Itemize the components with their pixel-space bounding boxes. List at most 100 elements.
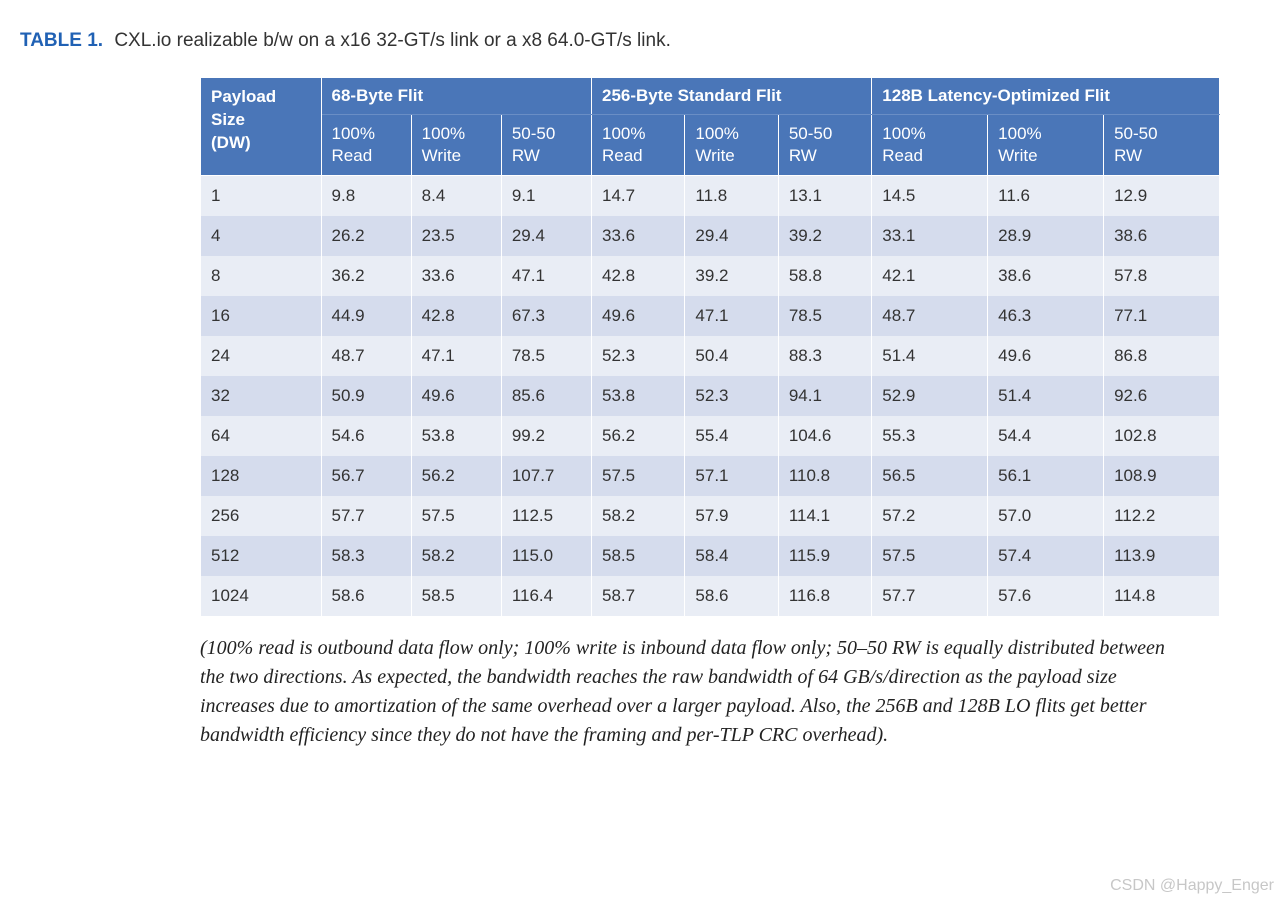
table-row: 102458.658.5116.458.758.6116.857.757.611…: [201, 576, 1220, 616]
col-payload-header: Payload Size (DW): [201, 78, 322, 176]
cell-value: 57.1: [685, 456, 778, 496]
cell-value: 29.4: [501, 216, 591, 256]
cell-value: 53.8: [411, 416, 501, 456]
table-row: 25657.757.5112.558.257.9114.157.257.0112…: [201, 496, 1220, 536]
cell-value: 58.4: [685, 536, 778, 576]
cell-value: 39.2: [685, 256, 778, 296]
cell-value: 42.1: [872, 256, 988, 296]
cell-value: 51.4: [872, 336, 988, 376]
cell-value: 57.9: [685, 496, 778, 536]
cell-value: 42.8: [591, 256, 684, 296]
sub-header: 100%Write: [988, 115, 1104, 176]
cell-value: 55.3: [872, 416, 988, 456]
cell-payload: 16: [201, 296, 322, 336]
cell-value: 115.9: [778, 536, 871, 576]
table-row: 12856.756.2107.757.557.1110.856.556.1108…: [201, 456, 1220, 496]
group-header-0: 68-Byte Flit: [321, 78, 591, 115]
cell-value: 56.2: [591, 416, 684, 456]
cell-value: 26.2: [321, 216, 411, 256]
cell-payload: 64: [201, 416, 322, 456]
cell-value: 57.7: [321, 496, 411, 536]
cell-value: 50.4: [685, 336, 778, 376]
cell-value: 49.6: [988, 336, 1104, 376]
cell-value: 108.9: [1104, 456, 1220, 496]
cell-value: 50.9: [321, 376, 411, 416]
cell-value: 58.3: [321, 536, 411, 576]
cell-value: 57.2: [872, 496, 988, 536]
cell-value: 88.3: [778, 336, 871, 376]
cell-value: 78.5: [501, 336, 591, 376]
sub-header: 50-50RW: [778, 115, 871, 176]
cell-payload: 128: [201, 456, 322, 496]
cell-value: 49.6: [411, 376, 501, 416]
cell-value: 77.1: [1104, 296, 1220, 336]
cell-value: 110.8: [778, 456, 871, 496]
cell-value: 29.4: [685, 216, 778, 256]
cell-value: 94.1: [778, 376, 871, 416]
cell-value: 12.9: [1104, 176, 1220, 217]
cell-value: 52.9: [872, 376, 988, 416]
group-header-2: 128B Latency-Optimized Flit: [872, 78, 1220, 115]
sub-header: 100%Read: [872, 115, 988, 176]
cell-value: 57.8: [1104, 256, 1220, 296]
table-row: 6454.653.899.256.255.4104.655.354.4102.8: [201, 416, 1220, 456]
cell-value: 54.6: [321, 416, 411, 456]
cell-value: 58.2: [591, 496, 684, 536]
cell-value: 28.9: [988, 216, 1104, 256]
table-row: 3250.949.685.653.852.394.152.951.492.6: [201, 376, 1220, 416]
cell-value: 58.6: [321, 576, 411, 616]
cell-value: 67.3: [501, 296, 591, 336]
table-header: Payload Size (DW) 68-Byte Flit 256-Byte …: [201, 78, 1220, 176]
table-row: 2448.747.178.552.350.488.351.449.686.8: [201, 336, 1220, 376]
table-title-text: CXL.io realizable b/w on a x16 32-GT/s l…: [114, 30, 671, 51]
cell-value: 11.8: [685, 176, 778, 217]
table-container: Payload Size (DW) 68-Byte Flit 256-Byte …: [200, 77, 1220, 750]
cell-value: 57.6: [988, 576, 1104, 616]
table-body: 19.88.49.114.711.813.114.511.612.9426.22…: [201, 176, 1220, 617]
cell-value: 9.1: [501, 176, 591, 217]
cell-value: 102.8: [1104, 416, 1220, 456]
cell-value: 42.8: [411, 296, 501, 336]
cell-value: 13.1: [778, 176, 871, 217]
cell-value: 11.6: [988, 176, 1104, 217]
cell-value: 85.6: [501, 376, 591, 416]
payload-h-line2: Size: [211, 110, 245, 129]
cell-value: 48.7: [321, 336, 411, 376]
cell-value: 47.1: [411, 336, 501, 376]
cell-value: 113.9: [1104, 536, 1220, 576]
cell-value: 52.3: [591, 336, 684, 376]
cell-value: 104.6: [778, 416, 871, 456]
cell-value: 23.5: [411, 216, 501, 256]
cell-value: 55.4: [685, 416, 778, 456]
cell-value: 99.2: [501, 416, 591, 456]
cell-value: 58.5: [411, 576, 501, 616]
cell-value: 114.8: [1104, 576, 1220, 616]
cell-value: 39.2: [778, 216, 871, 256]
cell-payload: 8: [201, 256, 322, 296]
bandwidth-table: Payload Size (DW) 68-Byte Flit 256-Byte …: [200, 77, 1220, 616]
sub-header: 100%Read: [591, 115, 684, 176]
cell-value: 51.4: [988, 376, 1104, 416]
cell-value: 53.8: [591, 376, 684, 416]
cell-value: 14.5: [872, 176, 988, 217]
cell-value: 92.6: [1104, 376, 1220, 416]
cell-value: 86.8: [1104, 336, 1220, 376]
cell-value: 116.4: [501, 576, 591, 616]
cell-value: 107.7: [501, 456, 591, 496]
cell-value: 115.0: [501, 536, 591, 576]
group-header-1: 256-Byte Standard Flit: [591, 78, 871, 115]
sub-header: 50-50RW: [501, 115, 591, 176]
cell-value: 33.6: [411, 256, 501, 296]
table-row: 1644.942.867.349.647.178.548.746.377.1: [201, 296, 1220, 336]
cell-value: 58.7: [591, 576, 684, 616]
cell-value: 56.2: [411, 456, 501, 496]
watermark-text: CSDN @Happy_Enger: [1110, 877, 1274, 895]
cell-value: 58.5: [591, 536, 684, 576]
cell-value: 114.1: [778, 496, 871, 536]
cell-value: 8.4: [411, 176, 501, 217]
cell-payload: 24: [201, 336, 322, 376]
cell-value: 58.8: [778, 256, 871, 296]
cell-value: 57.5: [872, 536, 988, 576]
cell-value: 47.1: [685, 296, 778, 336]
sub-header: 100%Write: [411, 115, 501, 176]
